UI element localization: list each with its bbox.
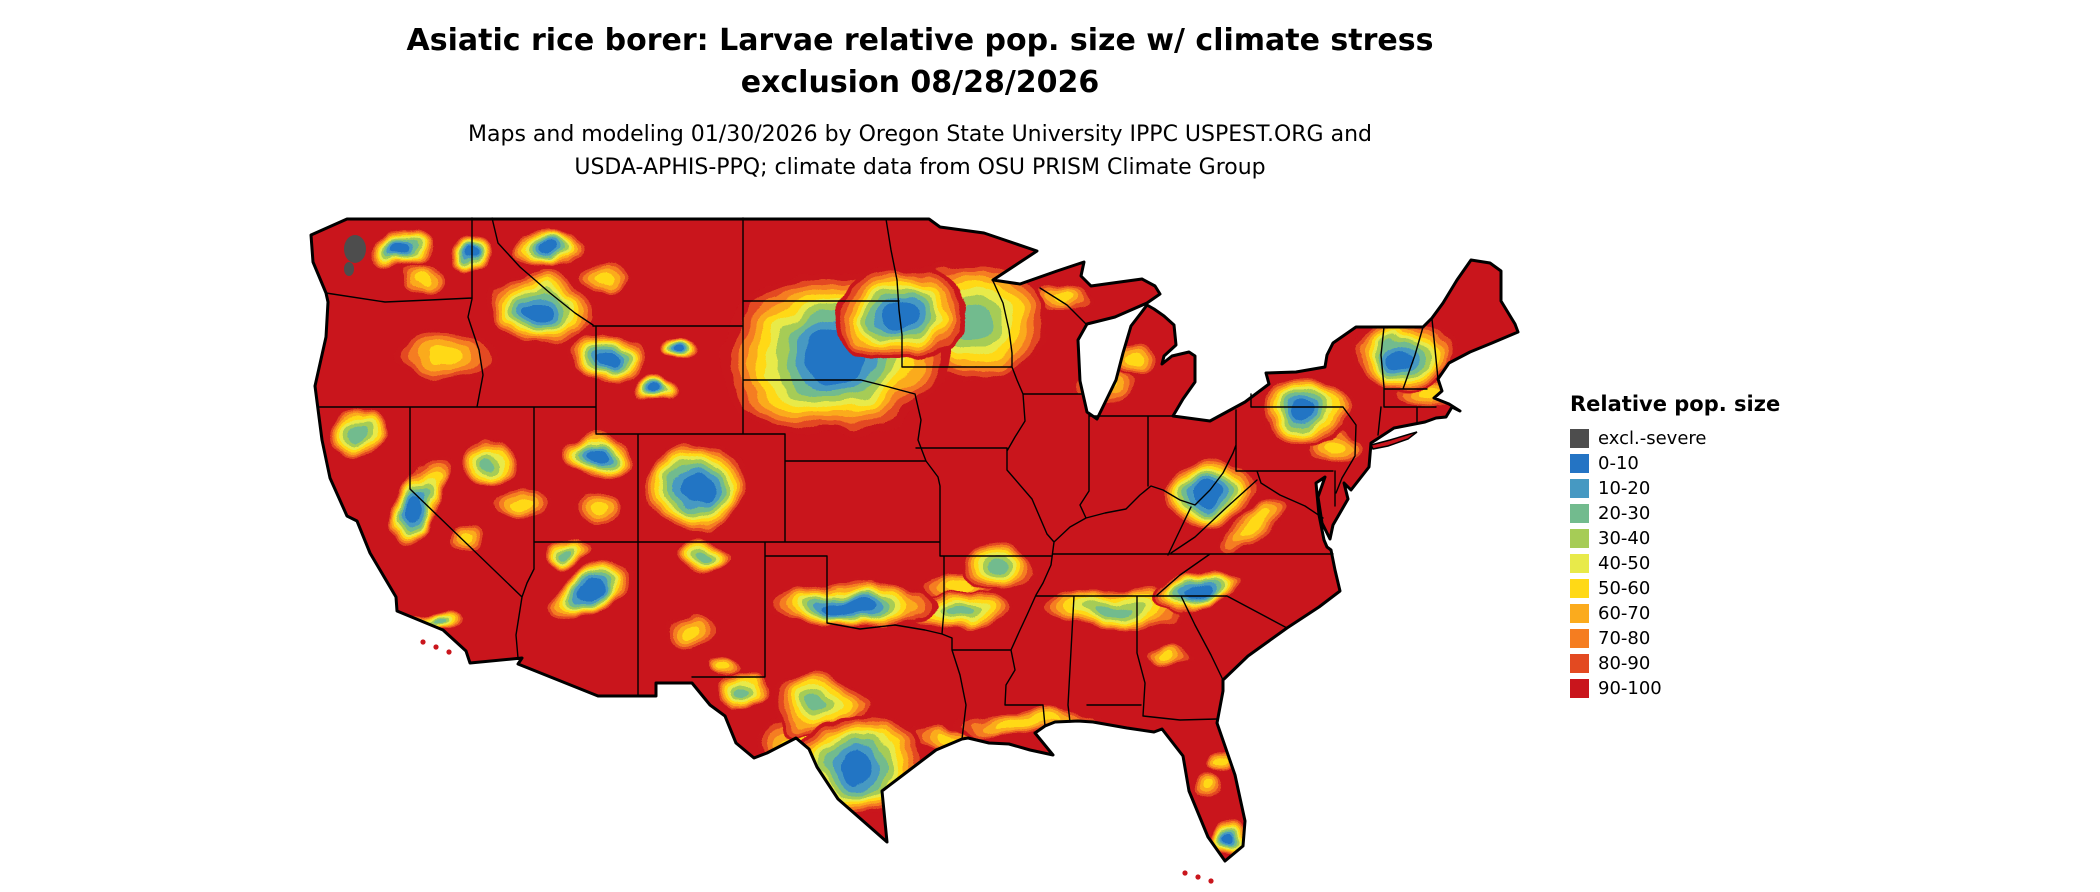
legend-title: Relative pop. size: [1570, 392, 1781, 416]
legend-label: 70-80: [1598, 628, 1651, 649]
header: Asiatic rice borer: Larvae relative pop.…: [0, 20, 1840, 184]
legend-color-swatch: [1570, 504, 1589, 523]
legend-color-swatch: [1570, 654, 1589, 673]
map-title-line1: Asiatic rice borer: Larvae relative pop.…: [406, 23, 1434, 58]
legend-color-swatch: [1570, 679, 1589, 698]
legend-label: 90-100: [1598, 678, 1662, 699]
us-choropleth-map: [309, 217, 1520, 884]
legend-item: 80-90: [1570, 651, 1870, 676]
legend-item: 90-100: [1570, 676, 1870, 701]
legend: Relative pop. size excl.-severe 0-10 10-20…: [1570, 392, 1870, 701]
legend-item: 60-70: [1570, 601, 1870, 626]
legend-label: 30-40: [1598, 528, 1651, 549]
us-map-container: [305, 205, 1525, 885]
legend-item: 30-40: [1570, 526, 1870, 551]
legend-item: excl.-severe: [1570, 426, 1870, 451]
legend-label: 40-50: [1598, 553, 1651, 574]
legend-color-swatch: [1570, 554, 1589, 573]
legend-item: 10-20: [1570, 476, 1870, 501]
legend-items: excl.-severe 0-10 10-20 20-30 30-40 40-50 50-6…: [1570, 426, 1870, 701]
legend-color-swatch: [1570, 629, 1589, 648]
legend-item: 70-80: [1570, 626, 1870, 651]
map-subtitle: Maps and modeling 01/30/2026 by Oregon S…: [0, 118, 1840, 184]
legend-label: 80-90: [1598, 653, 1651, 674]
legend-color-swatch: [1570, 529, 1589, 548]
map-subtitle-line1: Maps and modeling 01/30/2026 by Oregon S…: [468, 122, 1372, 147]
map-title-line2: exclusion 08/28/2026: [740, 65, 1100, 100]
legend-item: 0-10: [1570, 451, 1870, 476]
legend-label: 10-20: [1598, 478, 1651, 499]
legend-label: 20-30: [1598, 503, 1651, 524]
legend-label: 0-10: [1598, 453, 1639, 474]
legend-color-swatch: [1570, 579, 1589, 598]
legend-color-swatch: [1570, 604, 1589, 623]
legend-color-swatch: [1570, 454, 1589, 473]
legend-item: 40-50: [1570, 551, 1870, 576]
legend-label: 60-70: [1598, 603, 1651, 624]
legend-label: excl.-severe: [1598, 428, 1707, 449]
legend-color-swatch: [1570, 479, 1589, 498]
legend-label: 50-60: [1598, 578, 1651, 599]
legend-item: 50-60: [1570, 576, 1870, 601]
map-subtitle-line2: USDA-APHIS-PPQ; climate data from OSU PR…: [574, 155, 1266, 180]
legend-item: 20-30: [1570, 501, 1870, 526]
legend-color-swatch: [1570, 429, 1589, 448]
